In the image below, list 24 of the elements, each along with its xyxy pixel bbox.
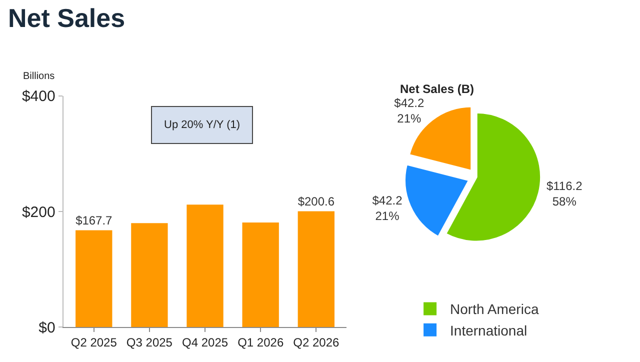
bar	[131, 223, 168, 328]
y-tick-label: $400	[22, 88, 56, 106]
x-tick-label: Q3 2025	[126, 336, 173, 350]
y-tick-label: $0	[38, 319, 56, 336]
y-axis-title: Billions	[23, 71, 55, 82]
legend-label: International	[450, 322, 528, 338]
bar	[298, 211, 334, 328]
data-label: $116.2 58%	[546, 179, 583, 209]
chart-title: Net Sales	[8, 3, 126, 33]
x-tick-label: Q2 2025	[70, 336, 118, 350]
bar	[76, 230, 112, 328]
data-label: $167.7	[76, 213, 113, 228]
x-tick-label: Q1 2026	[238, 336, 284, 350]
x-tick-label: Q4 2025	[182, 336, 228, 350]
y-tick-label: $200	[22, 204, 56, 221]
x-tick-label: Q2 2026	[293, 336, 340, 350]
bar	[186, 204, 224, 328]
chart-title: Net Sales (B)	[400, 82, 474, 96]
data-label: $200.6	[298, 194, 335, 208]
annotation: Up 20% Y/Y (1)	[164, 119, 240, 131]
bar	[242, 222, 279, 328]
data-label: $42.2 21%	[394, 96, 424, 126]
legend-label: North America	[450, 301, 539, 318]
data-label: $42.2 21%	[372, 194, 403, 224]
